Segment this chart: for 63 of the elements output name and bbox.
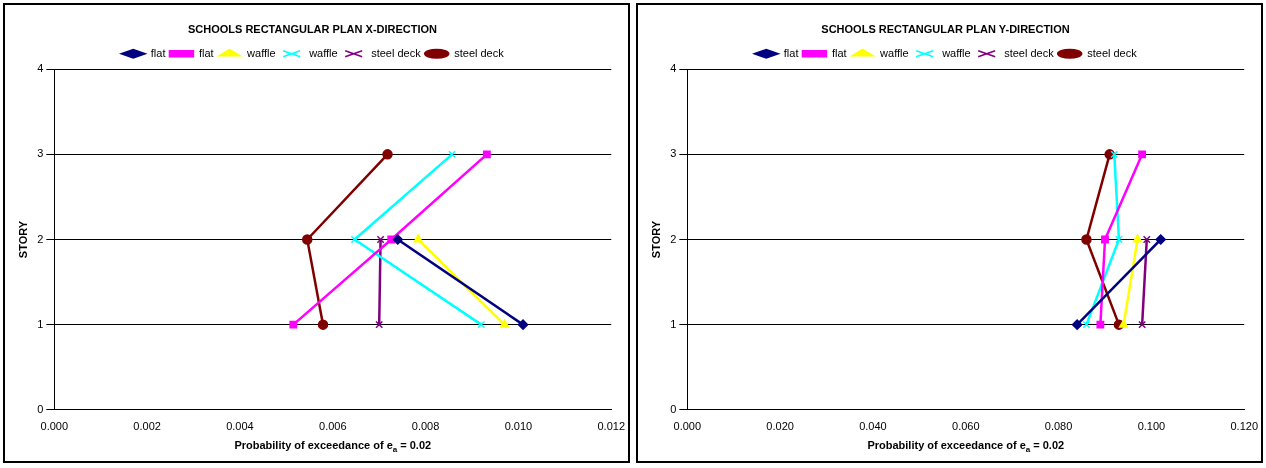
legend-label: flat	[150, 46, 166, 59]
legend-label: waffle	[246, 46, 276, 59]
point	[1138, 320, 1147, 329]
legend-label: steel deck	[1087, 46, 1138, 59]
x-tick-label: 0.100	[1137, 420, 1166, 433]
x-tick-label: 0.010	[504, 420, 533, 433]
x-tick-label: 0.004	[226, 420, 254, 433]
point	[302, 234, 313, 245]
point	[392, 234, 403, 245]
point	[1115, 235, 1123, 244]
point	[482, 150, 491, 159]
point	[350, 235, 359, 244]
legend-label: waffle	[308, 46, 338, 59]
y-axis-title: STORY	[16, 220, 29, 259]
x-tick-label: 0.008	[411, 420, 440, 433]
y-tick-label: 2	[37, 232, 44, 245]
point	[477, 320, 486, 329]
y-tick-label: 3	[670, 147, 677, 160]
chart-title: SCHOOLS RECTANGULAR PLAN X-DIRECTION	[187, 22, 438, 35]
x-tick-label: 0.002	[133, 420, 161, 433]
point	[1071, 319, 1083, 330]
point	[517, 319, 529, 330]
y-tick-label: 4	[37, 62, 44, 75]
y-tick-label: 1	[37, 317, 44, 330]
legend-label: flat	[783, 46, 799, 59]
point	[1081, 234, 1092, 245]
x-tick-label: 0.060	[952, 420, 980, 433]
legend-label: flat	[831, 46, 847, 59]
legend-label: waffle	[941, 46, 971, 59]
legend-label: steel deck	[454, 46, 505, 59]
point	[1110, 150, 1119, 159]
point	[1101, 235, 1109, 244]
x-tick-label: 0.080	[1044, 420, 1073, 433]
y-tick-label: 2	[670, 232, 677, 245]
x-tick-label: 0.040	[859, 420, 887, 433]
legend-label: steel deck	[1004, 46, 1055, 59]
y-axis-title: STORY	[649, 220, 662, 259]
y-tick-label: 4	[670, 62, 677, 75]
y-tick-label: 0	[670, 402, 677, 415]
y-tick-label: 1	[670, 317, 677, 330]
point	[448, 150, 456, 159]
point	[375, 320, 384, 329]
point	[1082, 320, 1091, 329]
point	[1138, 150, 1147, 159]
y-tick-label: 3	[37, 147, 44, 160]
point	[289, 320, 298, 329]
y-tick-label: 0	[37, 402, 44, 415]
x-tick-label: 0.000	[673, 420, 702, 433]
x-tick-label: 0.012	[597, 420, 625, 433]
point	[382, 149, 393, 160]
legend-label: steel deck	[371, 46, 422, 59]
point	[1096, 320, 1105, 329]
x-tick-label: 0.000	[40, 420, 69, 433]
point	[317, 319, 329, 330]
x-tick-label: 0.006	[319, 420, 347, 433]
point	[1155, 234, 1166, 245]
chart-title: SCHOOLS RECTANGULAR PLAN Y-DIRECTION	[821, 22, 1070, 35]
point	[1142, 235, 1151, 244]
legend-label: waffle	[879, 46, 909, 59]
legend-label: flat	[198, 46, 214, 59]
point	[376, 235, 385, 244]
x-tick-label: 0.020	[766, 420, 794, 433]
x-tick-label: 0.120	[1230, 420, 1258, 433]
